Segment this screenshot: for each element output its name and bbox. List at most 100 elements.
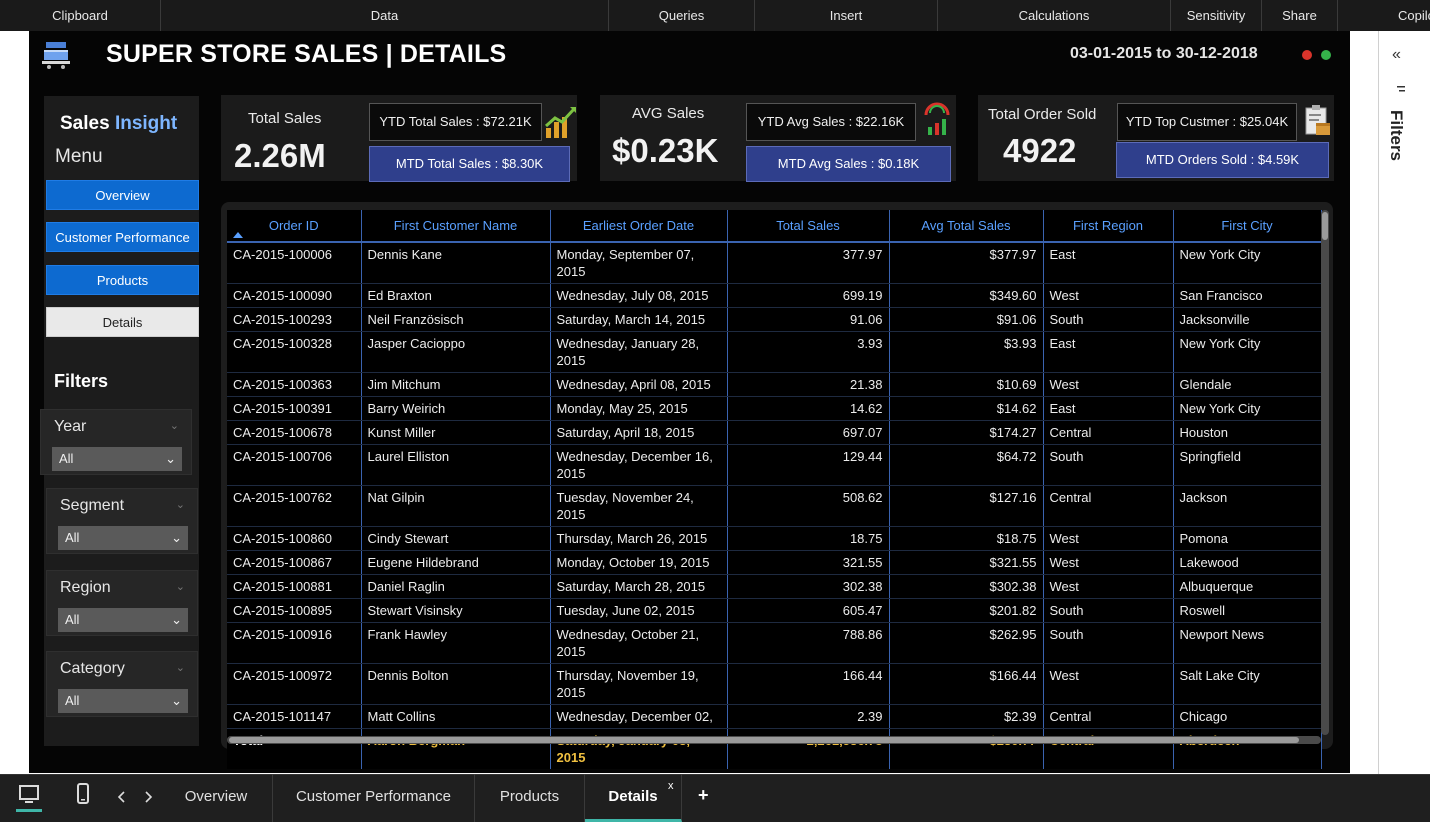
column-header-order-id[interactable]: Order ID — [227, 210, 362, 243]
table-cell: Kunst Miller — [361, 420, 551, 445]
chevron-down-icon: ⌄ — [165, 451, 176, 466]
scrollbar-thumb[interactable] — [229, 737, 1299, 743]
table-cell: West — [1043, 526, 1174, 551]
chevron-down-icon[interactable]: ⌄ — [175, 499, 185, 511]
kpi-value: 4922 — [1003, 132, 1077, 169]
category-dropdown[interactable]: All ⌄ — [58, 689, 188, 713]
status-green-dot-icon — [1321, 50, 1331, 60]
ribbon-group-data[interactable]: Data — [161, 0, 609, 31]
table-row[interactable]: CA-2015-101147 Matt Collins Wednesday, Dec… — [227, 704, 1322, 729]
ytd-total-sales: YTD Total Sales : $72.21K — [369, 103, 542, 141]
column-header-order-date[interactable]: Earliest Order Date — [550, 210, 728, 243]
table-cell: Wednesday, July 08, 2015 — [550, 283, 728, 308]
table-row[interactable]: CA-2015-100678 Kunst Miller Saturday, Apri… — [227, 420, 1322, 445]
ribbon-group-clipboard[interactable]: Clipboard — [0, 0, 161, 31]
table-vertical-scrollbar[interactable] — [1321, 210, 1329, 735]
filters-pane-label[interactable]: Filters — [1387, 110, 1406, 162]
table-row[interactable]: CA-2015-100881 Daniel Raglin Saturday, Mar… — [227, 574, 1322, 599]
table-cell: Jasper Cacioppo — [361, 331, 551, 373]
nav-products-button[interactable]: Products — [46, 265, 199, 295]
scrollbar-thumb[interactable] — [1322, 212, 1328, 240]
column-header-customer[interactable]: First Customer Name — [361, 210, 551, 243]
table-cell: Wednesday, December 16, 2015 — [550, 444, 728, 486]
table-cell: Saturday, April 18, 2015 — [550, 420, 728, 445]
table-cell: CA-2015-100006 — [227, 242, 362, 284]
total-cell: Central — [1043, 728, 1174, 769]
tab-details[interactable]: Details — [585, 774, 682, 822]
table-row[interactable]: CA-2015-100090 Ed Braxton Wednesday, July … — [227, 283, 1322, 308]
table-row[interactable]: CA-2015-100293 Neil Französisch Saturday, … — [227, 307, 1322, 332]
mobile-view-icon[interactable] — [76, 783, 90, 805]
table-row[interactable]: CA-2015-100328 Jasper Cacioppo Wednesday, … — [227, 331, 1322, 373]
chevron-right-icon[interactable] — [143, 791, 153, 803]
table-cell: West — [1043, 550, 1174, 575]
chevron-left-icon[interactable] — [117, 791, 127, 803]
table-row[interactable]: CA-2015-100762 Nat Gilpin Tuesday, Novembe… — [227, 485, 1322, 527]
table-row[interactable]: CA-2015-100867 Eugene Hildebrand Monday, O… — [227, 550, 1322, 575]
table-cell: Houston — [1173, 420, 1322, 445]
ribbon-group-share[interactable]: Share — [1262, 0, 1338, 31]
table-cell: Chicago — [1173, 704, 1322, 729]
segment-dropdown[interactable]: All ⌄ — [58, 526, 188, 550]
column-header-label: Order ID — [268, 218, 319, 233]
filters-pane — [1378, 31, 1430, 774]
table-cell: New York City — [1173, 242, 1322, 284]
collapse-pane-icon[interactable]: « — [1392, 46, 1401, 63]
tab-customer-performance[interactable]: Customer Performance — [273, 774, 475, 822]
table-cell: $166.44 — [889, 663, 1044, 705]
ribbon-group-calculations[interactable]: Calculations — [938, 0, 1171, 31]
table-cell: Jackson — [1173, 485, 1322, 527]
table-cell: Salt Lake City — [1173, 663, 1322, 705]
table-cell: CA-2015-100706 — [227, 444, 362, 486]
table-cell: 2.39 — [727, 704, 890, 729]
tab-overview[interactable]: Overview — [160, 774, 273, 822]
table-cell: $262.95 — [889, 622, 1044, 664]
desktop-view-icon[interactable] — [16, 783, 42, 813]
table-cell: CA-2015-100090 — [227, 283, 362, 308]
table-cell: Central — [1043, 485, 1174, 527]
table-cell: CA-2015-100895 — [227, 598, 362, 623]
table-cell: Wednesday, April 08, 2015 — [550, 372, 728, 397]
table-cell: Wednesday, January 28, 2015 — [550, 331, 728, 373]
table-row[interactable]: CA-2015-100706 Laurel Elliston Wednesday, … — [227, 444, 1322, 486]
table-row[interactable]: CA-2015-100006 Dennis Kane Monday, Septemb… — [227, 242, 1322, 284]
column-header-region[interactable]: First Region — [1043, 210, 1174, 243]
table-row[interactable]: CA-2015-100363 Jim Mitchum Wednesday, Apri… — [227, 372, 1322, 397]
table-row[interactable]: CA-2015-100860 Cindy Stewart Thursday, Mar… — [227, 526, 1322, 551]
close-tab-icon[interactable]: x — [668, 780, 674, 792]
ribbon-group-queries[interactable]: Queries — [609, 0, 755, 31]
add-page-icon[interactable]: + — [698, 785, 709, 805]
ribbon-group-insert[interactable]: Insert — [755, 0, 938, 31]
ribbon-group-sensitivity[interactable]: Sensitivity — [1171, 0, 1262, 31]
chevron-down-icon: ⌄ — [171, 530, 182, 545]
table-row[interactable]: CA-2015-100391 Barry Weirich Monday, May 2… — [227, 396, 1322, 421]
ribbon-label: Copilot — [1398, 8, 1430, 23]
filters-heading: Filters — [54, 371, 109, 391]
table-cell: Pomona — [1173, 526, 1322, 551]
nav-customer-performance-button[interactable]: Customer Performance — [46, 222, 199, 252]
slicer-year: Year ⌄ All ⌄ — [40, 409, 192, 475]
table-cell: 14.62 — [727, 396, 890, 421]
chevron-down-icon[interactable]: ⌄ — [175, 662, 185, 674]
table-cell: CA-2015-100293 — [227, 307, 362, 332]
nav-details-button[interactable]: Details — [46, 307, 199, 337]
table-row[interactable]: CA-2015-100916 Frank Hawley Wednesday, Oct… — [227, 622, 1322, 664]
gauge-chart-icon — [924, 102, 950, 135]
column-header-avg-sales[interactable]: Avg Total Sales — [889, 210, 1044, 243]
table-row[interactable]: CA-2015-100972 Dennis Bolton Thursday, Nov… — [227, 663, 1322, 705]
table-row[interactable]: CA-2015-100895 Stewart Visinsky Tuesday, J… — [227, 598, 1322, 623]
table-horizontal-scrollbar[interactable] — [227, 736, 1321, 744]
nav-overview-button[interactable]: Overview — [46, 180, 199, 210]
table-cell: $127.16 — [889, 485, 1044, 527]
table-cell: Jacksonville — [1173, 307, 1322, 332]
column-header-total-sales[interactable]: Total Sales — [727, 210, 890, 243]
chevron-down-icon[interactable]: ⌄ — [175, 581, 185, 593]
tab-products[interactable]: Products — [475, 774, 585, 822]
column-header-city[interactable]: First City — [1173, 210, 1322, 243]
year-dropdown[interactable]: All ⌄ — [52, 447, 182, 471]
chevron-down-icon[interactable]: ⌄ — [169, 420, 179, 432]
table-cell: New York City — [1173, 331, 1322, 373]
ribbon-group-copilot[interactable]: Copilot — [1338, 0, 1430, 31]
region-dropdown[interactable]: All ⌄ — [58, 608, 188, 632]
ribbon: Clipboard Data Queries Insert Calculatio… — [0, 0, 1430, 31]
